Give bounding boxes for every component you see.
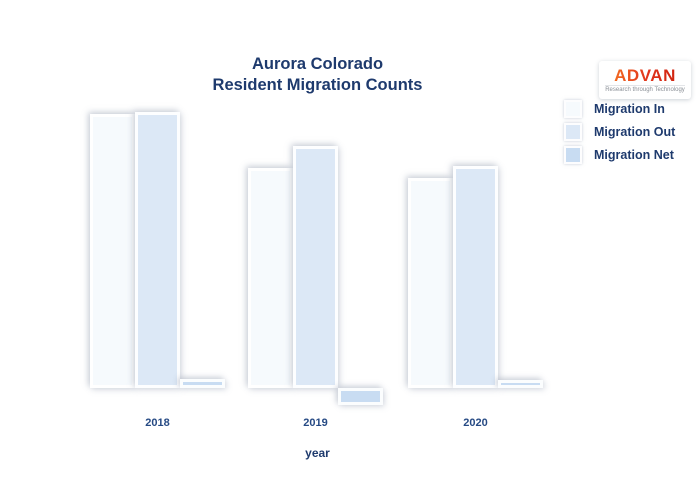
bar-migration-out-2019 — [293, 146, 338, 388]
chart-title-line1: Aurora Colorado — [251, 55, 384, 73]
legend-swatch — [564, 122, 582, 141]
bar-migration-in-2018 — [90, 114, 135, 388]
legend-item-migration-in: Migration In — [564, 99, 675, 118]
bar-migration-out-2020 — [453, 166, 498, 388]
chart-title: Aurora Colorado Resident Migration Count… — [110, 54, 525, 96]
advan-logo-tagline: Research through Technology — [605, 85, 685, 93]
x-tick-label-2018: 2018 — [145, 417, 170, 429]
legend-label: Migration Out — [594, 124, 676, 139]
legend-item-migration-net: Migration Net — [564, 145, 675, 164]
bar-migration-in-2020 — [408, 178, 453, 388]
x-axis-title: year — [305, 446, 330, 460]
bar-migration-net-2019 — [338, 388, 383, 405]
legend-swatch — [564, 99, 582, 118]
chart-title-line2: Resident Migration Counts — [212, 76, 423, 94]
bar-migration-net-2018 — [180, 379, 225, 388]
bar-migration-out-2018 — [135, 112, 180, 388]
advan-logo-text: ADVAN — [614, 66, 676, 85]
chart-legend: Migration In Migration Out Migration Net — [564, 99, 676, 164]
legend-item-migration-out: Migration Out — [564, 122, 676, 141]
x-tick-label-2019: 2019 — [303, 417, 328, 429]
bar-migration-net-2020 — [498, 380, 543, 388]
x-tick-label-2020: 2020 — [463, 417, 488, 429]
legend-label: Migration Net — [594, 147, 674, 162]
advan-logo: ADVAN Research through Technology — [599, 61, 691, 99]
bar-migration-in-2019 — [248, 168, 293, 388]
legend-label: Migration In — [594, 101, 665, 116]
legend-swatch — [564, 145, 582, 164]
